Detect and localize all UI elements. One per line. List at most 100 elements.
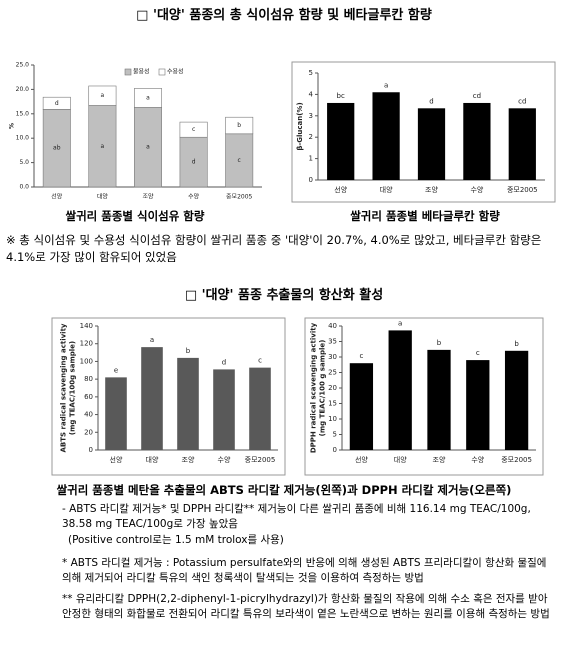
significance-letter: d — [192, 159, 196, 166]
y-tick-label: 10.0 — [16, 135, 30, 142]
caption: 쌀귀리 품종별 메탄올 추출물의 ABTS 라디칼 제거능(왼쪽)과 DPPH … — [56, 483, 512, 497]
significance-letter: b — [237, 122, 241, 129]
significance-letter: cd — [473, 92, 481, 100]
x-tick-label: 선양 — [355, 455, 368, 464]
caption: 쌀귀리 품종별 베타글루칸 함량 — [350, 209, 500, 223]
legend-swatch — [124, 68, 132, 76]
x-tick-label: 수양 — [218, 456, 231, 464]
x-tick-label: 조양 — [182, 456, 195, 464]
significance-letter: d — [222, 358, 226, 366]
legend-label: 불용성 — [133, 68, 150, 76]
x-tick-label: 조양 — [425, 186, 438, 194]
y-tick-label: 0 — [309, 176, 313, 184]
y-tick-label: 15 — [328, 400, 337, 408]
bar — [417, 108, 446, 180]
significance-letter: b — [514, 340, 519, 348]
y-tick-label: 20 — [328, 384, 337, 392]
y-tick-label: 60 — [84, 393, 93, 401]
significance-letter: c — [359, 352, 363, 360]
significance-letter: c — [476, 349, 480, 357]
y-axis-label: (mg TEAC/100g sample) — [69, 341, 77, 435]
x-tick-label: 수양 — [470, 186, 483, 194]
x-tick-label: 중모2005 — [507, 186, 538, 194]
y-tick-label: 15.0 — [16, 110, 30, 117]
bar-segment — [88, 85, 117, 106]
y-tick-label: 0 — [89, 446, 93, 454]
bar-segment — [134, 107, 162, 188]
significance-letter: a — [150, 336, 154, 344]
bar-segment — [225, 133, 254, 188]
significance-letter: b — [186, 347, 191, 355]
x-tick-label: 중모2005 — [226, 194, 252, 201]
bullet: - ABTS 라디칼 제거능* 및 DPPH 라디칼** 제거능이 다른 쌀귀리… — [62, 503, 531, 530]
significance-letter: a — [398, 319, 402, 327]
y-tick-label: 25 — [328, 369, 337, 377]
y-tick-label: 120 — [80, 340, 93, 348]
significance-letter: cd — [518, 97, 526, 105]
y-tick-label: 4 — [309, 90, 314, 98]
x-tick-label: 대양 — [394, 456, 407, 464]
y-tick-label: 140 — [80, 322, 93, 330]
y-axis-label: β-Glucan(%) — [296, 102, 304, 150]
x-tick-label: 대양 — [380, 186, 393, 194]
significance-letter: a — [146, 94, 150, 101]
y-axis-label: % — [9, 123, 16, 129]
bar — [463, 102, 491, 180]
note: ※ 총 식이섬유 및 수용성 식이섬유 함량이 쌀귀리 품종 중 '대양'이 2… — [6, 233, 542, 264]
y-tick-label: 0 — [333, 446, 337, 454]
y-tick-label: 40 — [84, 411, 93, 419]
y-axis-label: (mg TEAC/100 g sample) — [319, 340, 327, 437]
y-tick-label: 35 — [328, 338, 337, 346]
y-tick-label: 2 — [309, 133, 313, 141]
bar-segment — [42, 96, 71, 110]
significance-letter: e — [114, 366, 118, 374]
bar — [466, 360, 490, 450]
bar — [141, 347, 163, 450]
chart-frame — [291, 61, 556, 203]
significance-letter: a — [384, 81, 388, 89]
bar-segment — [42, 109, 71, 188]
y-tick-label: 5 — [333, 431, 337, 439]
significance-letter: d — [55, 100, 59, 107]
x-tick-label: 선양 — [51, 193, 63, 201]
y-tick-label: 80 — [84, 375, 93, 383]
y-tick-label: 0.0 — [19, 184, 29, 191]
significance-letter: ab — [53, 145, 61, 152]
significance-letter: a — [101, 143, 105, 150]
bar — [105, 377, 127, 450]
bar-segment — [134, 88, 162, 108]
x-tick-label: 대양 — [97, 193, 109, 201]
significance-letter: c — [238, 157, 241, 164]
bar-segment — [179, 136, 208, 188]
bar-segment — [88, 105, 117, 188]
footnote: ** 유리라디칼 DPPH(2,2-diphenyl-1-picrylhydra… — [62, 593, 550, 620]
bar — [213, 369, 235, 450]
x-tick-label: 수양 — [188, 193, 200, 201]
significance-letter: c — [192, 126, 195, 133]
x-tick-label: 수양 — [471, 456, 484, 464]
caption: 쌀귀리 품종별 식이섬유 함량 — [65, 209, 205, 223]
x-tick-label: 선양 — [334, 185, 347, 194]
x-tick-label: 조양 — [433, 456, 446, 464]
y-tick-label: 10 — [328, 415, 337, 423]
y-tick-label: 3 — [309, 112, 313, 120]
y-tick-label: 5 — [309, 69, 313, 77]
significance-letter: d — [429, 97, 433, 105]
bar — [508, 108, 536, 180]
significance-letter: a — [146, 144, 150, 151]
bar — [349, 363, 374, 450]
significance-letter: bc — [337, 92, 345, 100]
x-tick-label: 중모2005 — [245, 456, 276, 464]
significance-letter: b — [437, 339, 442, 347]
y-tick-label: 20.0 — [16, 86, 30, 93]
y-axis-label: DPPH radical scavenging activity — [310, 322, 318, 453]
bar-segment — [225, 116, 254, 135]
section-title: □ '대양' 품종 추출물의 항산화 활성 — [184, 288, 384, 303]
bar-segment — [179, 121, 208, 138]
chart-frame — [304, 317, 544, 476]
x-tick-label: 조양 — [142, 193, 154, 201]
y-tick-label: 30 — [328, 353, 337, 361]
bar — [504, 350, 529, 450]
